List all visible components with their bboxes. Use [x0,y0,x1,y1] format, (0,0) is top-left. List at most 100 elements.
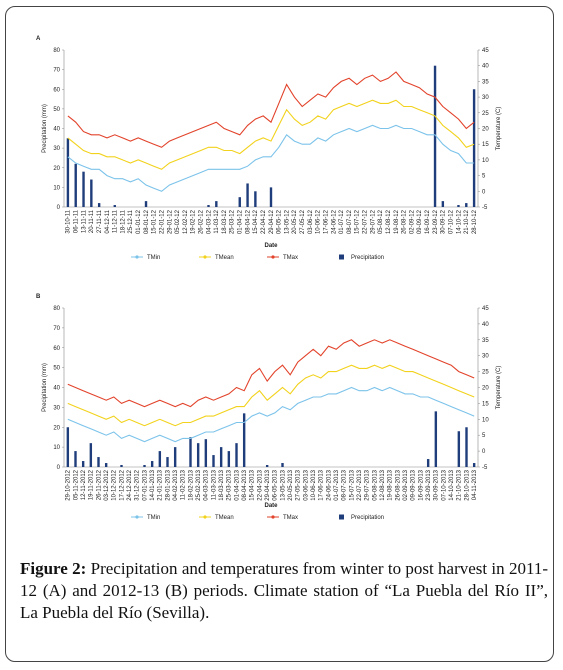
y2-tick-label: 15 [482,401,489,407]
precipitation-bar [465,203,468,207]
x-tick-label: 28-10-2013 [464,469,470,500]
panel-label: A [36,36,41,42]
precipitation-bar [143,465,146,467]
x-tick-label: 12-02-12 [183,209,189,234]
x-tick-label: 01-01-12 [136,209,142,234]
precipitation-bar [212,455,215,467]
x-tick-label: 12-08-12 [386,209,392,234]
legend-swatch [271,515,275,519]
y2-tick-label: 20 [482,386,489,392]
legend-swatch [203,515,207,519]
x-tick-label: 26-11-2012 [96,469,102,500]
x-tick-label: 22-07-12 [363,209,369,234]
precipitation-bar [465,427,468,467]
x-tick-label: 04-03-12 [206,209,212,234]
precipitation-bar [426,459,430,467]
legend-label: TMin [147,255,160,261]
precipitation-bar [66,427,70,467]
x-tick-label: 27-05-12 [300,209,306,234]
x-tick-label: 01-07-12 [339,209,345,234]
x-tick-label: 24-06-12 [331,209,337,234]
x-tick-label: 24-06-2013 [326,469,332,500]
x-tick-label: 29-07-12 [370,209,376,234]
x-tick-label: 13-05-12 [284,209,290,234]
precipitation-bar [472,463,476,467]
x-tick-label: 09-09-2013 [411,469,417,500]
x-tick-label: 06-05-2013 [273,469,279,500]
x-tick-label: 10-06-2013 [311,469,317,500]
y2-tick-label: 45 [482,48,489,54]
x-tick-label: 18-03-12 [222,209,228,234]
y-tick-label: 60 [53,346,60,352]
temperature-line [67,71,475,148]
x-tick-label: 12-08-2013 [380,469,386,500]
y2-axis-label: Temperature (C) [496,366,502,410]
precipitation-bar [246,183,249,207]
y2-tick-label: 15 [482,142,489,148]
x-tick-label: 10-06-12 [316,209,322,234]
x-tick-label: 31-12-2012 [135,469,141,500]
x-tick-label: 15-04-2013 [250,469,256,500]
x-tick-label: 19-08-12 [394,209,400,234]
x-tick-label: 25-12-11 [128,209,134,233]
precipitation-bar [150,461,154,467]
x-tick-label: 04-12-11 [105,209,111,233]
x-tick-label: 14-10-2013 [449,469,455,500]
precipitation-bar [219,447,223,467]
x-tick-label: 17-06-2013 [319,469,325,500]
x-tick-label: 25-03-12 [230,209,236,234]
x-tick-label: 30-09-2013 [434,469,440,500]
x-tick-label: 13-05-2013 [280,469,286,500]
x-tick-label: 12-11-2012 [81,469,87,500]
x-tick-label: 29-04-12 [269,209,275,234]
y-tick-label: 60 [53,87,60,93]
x-tick-label: 08-01-12 [144,209,150,234]
y2-tick-label: 40 [482,64,489,70]
legend-label: TMax [283,255,298,261]
x-tick-label: 27-05-2013 [296,469,302,500]
precipitation-bar [434,411,438,467]
x-tick-label: 18-02-2013 [188,469,194,500]
y-tick-label: 0 [57,205,61,211]
y-tick-label: 30 [53,146,60,152]
x-tick-label: 28-01-2013 [165,469,171,500]
x-axis-label: Date [264,503,278,509]
precipitation-bar [97,203,101,207]
y2-axis-label: Temperature (C) [496,107,502,151]
x-tick-label: 17-06-12 [323,209,329,234]
x-tick-label: 11-03-2013 [211,469,217,500]
y-tick-label: 80 [53,48,60,54]
x-tick-label: 16-09-2013 [418,469,424,500]
y2-tick-label: 40 [482,322,489,328]
x-tick-label: 16-09-12 [425,209,431,234]
y-tick-label: 0 [57,465,61,471]
y-axis-label: Precipitation (mm) [42,104,48,153]
x-tick-label: 03-06-2013 [303,469,309,500]
x-tick-label: 15-07-2013 [349,469,355,500]
x-tick-label: 19-08-2013 [388,469,394,500]
precipitation-bar [242,413,246,467]
precipitation-bar [90,179,93,207]
precipitation-bar [254,191,257,207]
y-tick-label: 50 [53,107,60,113]
x-tick-label: 21-10-2013 [457,469,463,500]
x-tick-label: 23-09-2013 [426,469,432,500]
precipitation-bar [189,437,192,467]
x-tick-label: 04-02-2013 [173,469,179,500]
x-tick-label: 29-10-2012 [66,469,72,500]
precipitation-bar [207,205,210,207]
precipitation-bar [433,65,437,207]
x-tick-label: 06-11-11 [74,209,80,233]
x-tick-label: 20-05-12 [292,209,298,234]
x-tick-label: 07-01-2013 [142,469,148,500]
precipitation-bar [265,465,269,467]
legend-label: TMax [283,515,298,521]
y2-tick-label: -5 [482,205,488,211]
x-tick-label: 07-10-12 [448,209,454,234]
x-tick-label: 25-03-2013 [227,469,233,500]
x-tick-label: 11-02-2013 [181,469,187,500]
precipitation-bar [166,457,169,467]
x-tick-label: 23-09-12 [433,209,439,234]
x-tick-label: 02-09-2013 [403,469,409,500]
x-tick-label: 29-01-12 [167,209,173,234]
